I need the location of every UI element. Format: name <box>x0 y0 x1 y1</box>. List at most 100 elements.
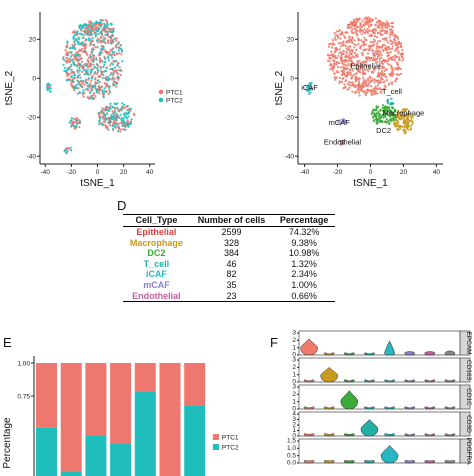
y-tick-label: -20 <box>27 115 37 122</box>
data-point <box>108 120 112 124</box>
data-point <box>396 128 399 131</box>
data-point <box>361 20 364 23</box>
data-point <box>70 51 73 54</box>
data-point <box>85 24 88 27</box>
percentage-cell: 1.32% <box>291 258 317 269</box>
data-point <box>107 117 110 120</box>
data-point <box>382 81 385 84</box>
data-point <box>72 37 75 40</box>
data-point <box>112 123 115 126</box>
legend-label: PTC1 <box>222 435 239 442</box>
data-point <box>107 128 110 131</box>
data-point <box>374 24 377 27</box>
data-point <box>380 88 383 91</box>
data-point <box>368 81 371 85</box>
facet-frame <box>298 438 461 464</box>
y-tick-label: 20 <box>29 37 37 44</box>
data-point <box>380 46 383 49</box>
violin <box>404 379 415 383</box>
data-point <box>337 54 340 57</box>
data-point <box>72 118 76 121</box>
data-point <box>348 80 351 83</box>
data-point <box>397 37 400 40</box>
data-point <box>385 20 388 23</box>
violin <box>340 390 359 410</box>
data-point <box>99 41 102 44</box>
data-point <box>342 68 345 71</box>
data-point <box>109 104 112 107</box>
data-point <box>101 70 104 73</box>
data-point <box>352 24 355 27</box>
data-point <box>309 83 312 86</box>
cluster-label: Macrophage <box>383 108 425 117</box>
data-point <box>375 49 378 52</box>
data-point <box>83 91 86 94</box>
table-row: Macrophage 328 9.38% <box>123 238 335 249</box>
data-point <box>363 31 366 35</box>
data-point <box>339 37 342 40</box>
data-point <box>111 51 114 54</box>
data-point <box>376 122 379 125</box>
data-point <box>355 55 358 58</box>
data-point <box>396 44 399 47</box>
data-point <box>110 28 113 31</box>
data-point <box>89 72 92 75</box>
data-point <box>354 84 357 87</box>
data-point <box>347 55 350 58</box>
data-point <box>383 114 386 117</box>
data-point <box>72 58 75 61</box>
x-tick-label: 0 <box>96 169 100 176</box>
data-point <box>114 123 117 126</box>
y-tick-label: 0.75 <box>17 394 30 401</box>
data-point <box>383 87 386 90</box>
data-point <box>404 129 407 132</box>
y-tick-label: 3 <box>292 384 296 391</box>
data-point <box>390 71 393 74</box>
data-point <box>394 44 397 47</box>
y-tick-label: 0 <box>292 433 296 440</box>
data-point <box>356 18 359 21</box>
data-point <box>351 36 354 40</box>
data-point <box>388 82 391 85</box>
data-point <box>387 41 390 44</box>
col-header-cell-type: Cell_Type <box>123 214 190 227</box>
legend-label: PTC2 <box>166 97 183 104</box>
data-point <box>344 50 348 53</box>
bar-ptc1 <box>110 363 132 444</box>
data-point <box>89 65 92 68</box>
data-point <box>78 48 81 51</box>
data-point <box>70 125 73 128</box>
data-point <box>340 66 343 69</box>
data-point <box>65 79 68 82</box>
data-point <box>380 53 383 57</box>
data-point <box>371 19 374 22</box>
data-point <box>101 116 104 119</box>
data-point <box>101 89 104 92</box>
data-point <box>353 23 356 26</box>
data-point <box>117 78 120 81</box>
data-point <box>67 147 70 150</box>
data-point <box>104 41 107 44</box>
data-point <box>78 83 81 86</box>
data-point <box>110 115 113 118</box>
facet-frame <box>298 330 461 356</box>
data-point <box>352 32 355 35</box>
data-point <box>373 81 376 84</box>
data-point <box>372 54 375 57</box>
data-point <box>106 66 109 69</box>
table-row: mCAF 35 1.00% <box>123 280 335 291</box>
data-point <box>77 61 80 65</box>
data-point <box>360 39 363 42</box>
data-point <box>391 56 394 59</box>
data-point <box>328 57 331 60</box>
data-point <box>81 47 84 50</box>
data-point <box>88 97 91 100</box>
data-point <box>118 52 121 55</box>
table-row: iCAF 82 2.34% <box>123 269 335 280</box>
data-point <box>338 76 341 79</box>
data-point <box>353 27 356 30</box>
data-point <box>107 23 110 26</box>
data-point <box>130 118 133 121</box>
data-point <box>70 149 73 152</box>
data-point <box>355 48 358 51</box>
